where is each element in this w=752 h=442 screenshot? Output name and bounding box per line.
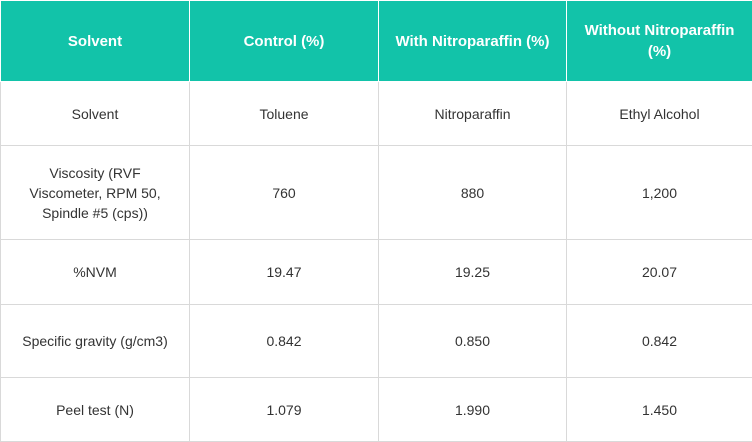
cell-control: 0.842 xyxy=(189,304,379,378)
table-row: Specific gravity (g/cm3) 0.842 0.850 0.8… xyxy=(0,304,752,378)
cell-without-nitroparaffin: 1.450 xyxy=(566,377,752,442)
table-body: Solvent Toluene Nitroparaffin Ethyl Alco… xyxy=(0,81,752,442)
header-with-nitroparaffin: With Nitroparaffin (%) xyxy=(378,0,567,82)
cell-with-nitroparaffin: 19.25 xyxy=(378,239,567,305)
table-row: Peel test (N) 1.079 1.990 1.450 xyxy=(0,377,752,442)
cell-without-nitroparaffin: 0.842 xyxy=(566,304,752,378)
header-row: Solvent Control (%) With Nitroparaffin (… xyxy=(0,0,752,82)
row-label-nvm: %NVM xyxy=(0,239,190,305)
table-row: Viscosity (RVF Viscometer, RPM 50, Spind… xyxy=(0,145,752,240)
row-label-viscosity: Viscosity (RVF Viscometer, RPM 50, Spind… xyxy=(0,145,190,240)
header-control: Control (%) xyxy=(189,0,379,82)
row-label-specific-gravity: Specific gravity (g/cm3) xyxy=(0,304,190,378)
cell-without-nitroparaffin: Ethyl Alcohol xyxy=(566,81,752,146)
table-header: Solvent Control (%) With Nitroparaffin (… xyxy=(0,0,752,82)
cell-with-nitroparaffin: 0.850 xyxy=(378,304,567,378)
cell-with-nitroparaffin: Nitroparaffin xyxy=(378,81,567,146)
cell-control: 760 xyxy=(189,145,379,240)
header-solvent: Solvent xyxy=(0,0,190,82)
row-label-peel-test: Peel test (N) xyxy=(0,377,190,442)
table-row: Solvent Toluene Nitroparaffin Ethyl Alco… xyxy=(0,81,752,146)
header-without-nitroparaffin: Without Nitroparaffin (%) xyxy=(566,0,752,82)
cell-control: 1.079 xyxy=(189,377,379,442)
cell-with-nitroparaffin: 880 xyxy=(378,145,567,240)
cell-without-nitroparaffin: 20.07 xyxy=(566,239,752,305)
table-row: %NVM 19.47 19.25 20.07 xyxy=(0,239,752,305)
cell-with-nitroparaffin: 1.990 xyxy=(378,377,567,442)
cell-control: Toluene xyxy=(189,81,379,146)
cell-control: 19.47 xyxy=(189,239,379,305)
cell-without-nitroparaffin: 1,200 xyxy=(566,145,752,240)
row-label-solvent: Solvent xyxy=(0,81,190,146)
